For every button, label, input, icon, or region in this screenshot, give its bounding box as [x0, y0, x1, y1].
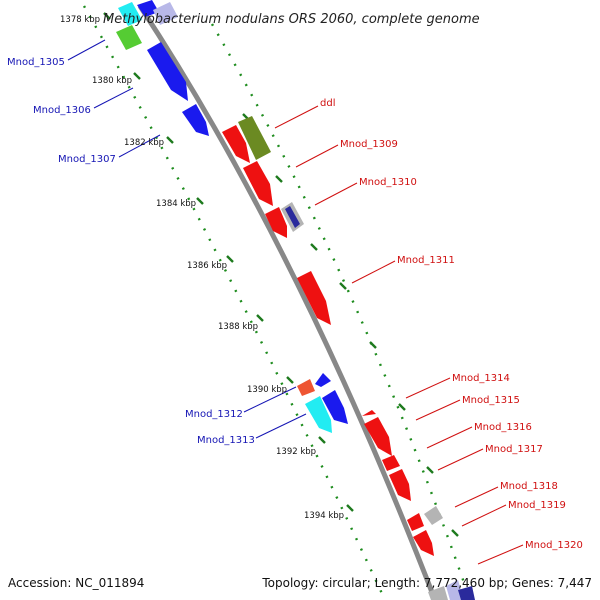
genome-backbone — [137, 4, 438, 600]
gene-arrow-mnod-1317 — [389, 469, 411, 501]
gene-arrow-mnod-1318 — [424, 506, 443, 525]
gene-label-mnod-1320: Mnod_1320 — [525, 540, 583, 551]
gene-label-ddl: ddl — [320, 98, 335, 109]
gene-arrow-olive — [238, 116, 271, 160]
gene-label-mnod-1314: Mnod_1314 — [452, 373, 510, 384]
scale-label: 1380 kbp — [92, 76, 132, 86]
genome-title: Methylobacterium nodulans ORS 2060, comp… — [103, 12, 480, 27]
gene-label-mnod-1316: Mnod_1316 — [474, 422, 532, 433]
gene-label-mnod-1306: Mnod_1306 — [33, 105, 91, 116]
gene-arrow-ddl — [222, 125, 250, 163]
gene-arrow-mnod-1312 — [322, 390, 348, 424]
genome-summary-text: Topology: circular; Length: 7,772,460 bp… — [261, 576, 592, 590]
plus-leader-lines — [274, 105, 524, 565]
gene-arrow-lavender-top — [153, 2, 178, 25]
gene-label-mnod-1305: Mnod_1305 — [7, 57, 65, 68]
gene-label-mnod-1312: Mnod_1312 — [185, 409, 243, 420]
gene-label-mnod-1318: Mnod_1318 — [500, 481, 558, 492]
gene-label-mnod-1317: Mnod_1317 — [485, 444, 543, 455]
gene-arrow-mnod-1310-red — [265, 207, 287, 238]
gene-arrow-mnod-1313 — [305, 396, 332, 433]
gene-arrow-navy-bottom — [458, 586, 475, 600]
scale-label: 1378 kbp — [60, 15, 100, 25]
gene-label-mnod-1311: Mnod_1311 — [397, 255, 455, 266]
scale-label: 1388 kbp — [218, 322, 258, 332]
minus-leader-lines — [67, 39, 307, 439]
gene-arrow-mnod-1311 — [297, 271, 331, 325]
gene-arrow-mnod-1314 — [362, 410, 376, 416]
gene-arrow-mnod-1306 — [147, 42, 188, 101]
scale-label: 1386 kbp — [187, 261, 227, 271]
gene-arrow-mnod-1310-navy — [285, 206, 300, 228]
scale-label: 1384 kbp — [156, 199, 196, 209]
gene-arrow-cyan-top — [118, 2, 142, 26]
scale-label: 1394 kbp — [304, 511, 344, 521]
scale-ticks — [103, 12, 459, 537]
gene-label-mnod-1309: Mnod_1309 — [340, 139, 398, 150]
gene-arrow-mnod-1307 — [182, 104, 209, 136]
gene-arrow-orange-mid — [297, 379, 315, 396]
gene-arrow-mnod-1316 — [382, 455, 400, 471]
scale-label: 1382 kbp — [124, 138, 164, 148]
gene-arrow-mnod-1305 — [137, 0, 159, 17]
gene-label-mnod-1310: Mnod_1310 — [359, 177, 417, 188]
gene-arrow-mnod-1319 — [407, 513, 424, 531]
gene-arrow-blue-small — [315, 373, 331, 387]
gene-label-mnod-1315: Mnod_1315 — [462, 395, 520, 406]
scale-label: 1392 kbp — [276, 447, 316, 457]
scale-label: 1390 kbp — [247, 385, 287, 395]
gene-label-mnod-1313: Mnod_1313 — [197, 435, 255, 446]
gene-arrow-mnod-1315 — [364, 417, 392, 456]
gene-arrow-mnod-1320 — [413, 530, 434, 556]
gene-label-mnod-1319: Mnod_1319 — [508, 500, 566, 511]
gene-arrow-mnod-1309 — [243, 161, 273, 206]
gene-arrow-green-top — [116, 25, 142, 50]
accession-text: Accession: NC_011894 — [8, 576, 144, 590]
gene-arrow-gray-bottom — [428, 586, 448, 600]
gene-label-mnod-1307: Mnod_1307 — [58, 154, 116, 165]
